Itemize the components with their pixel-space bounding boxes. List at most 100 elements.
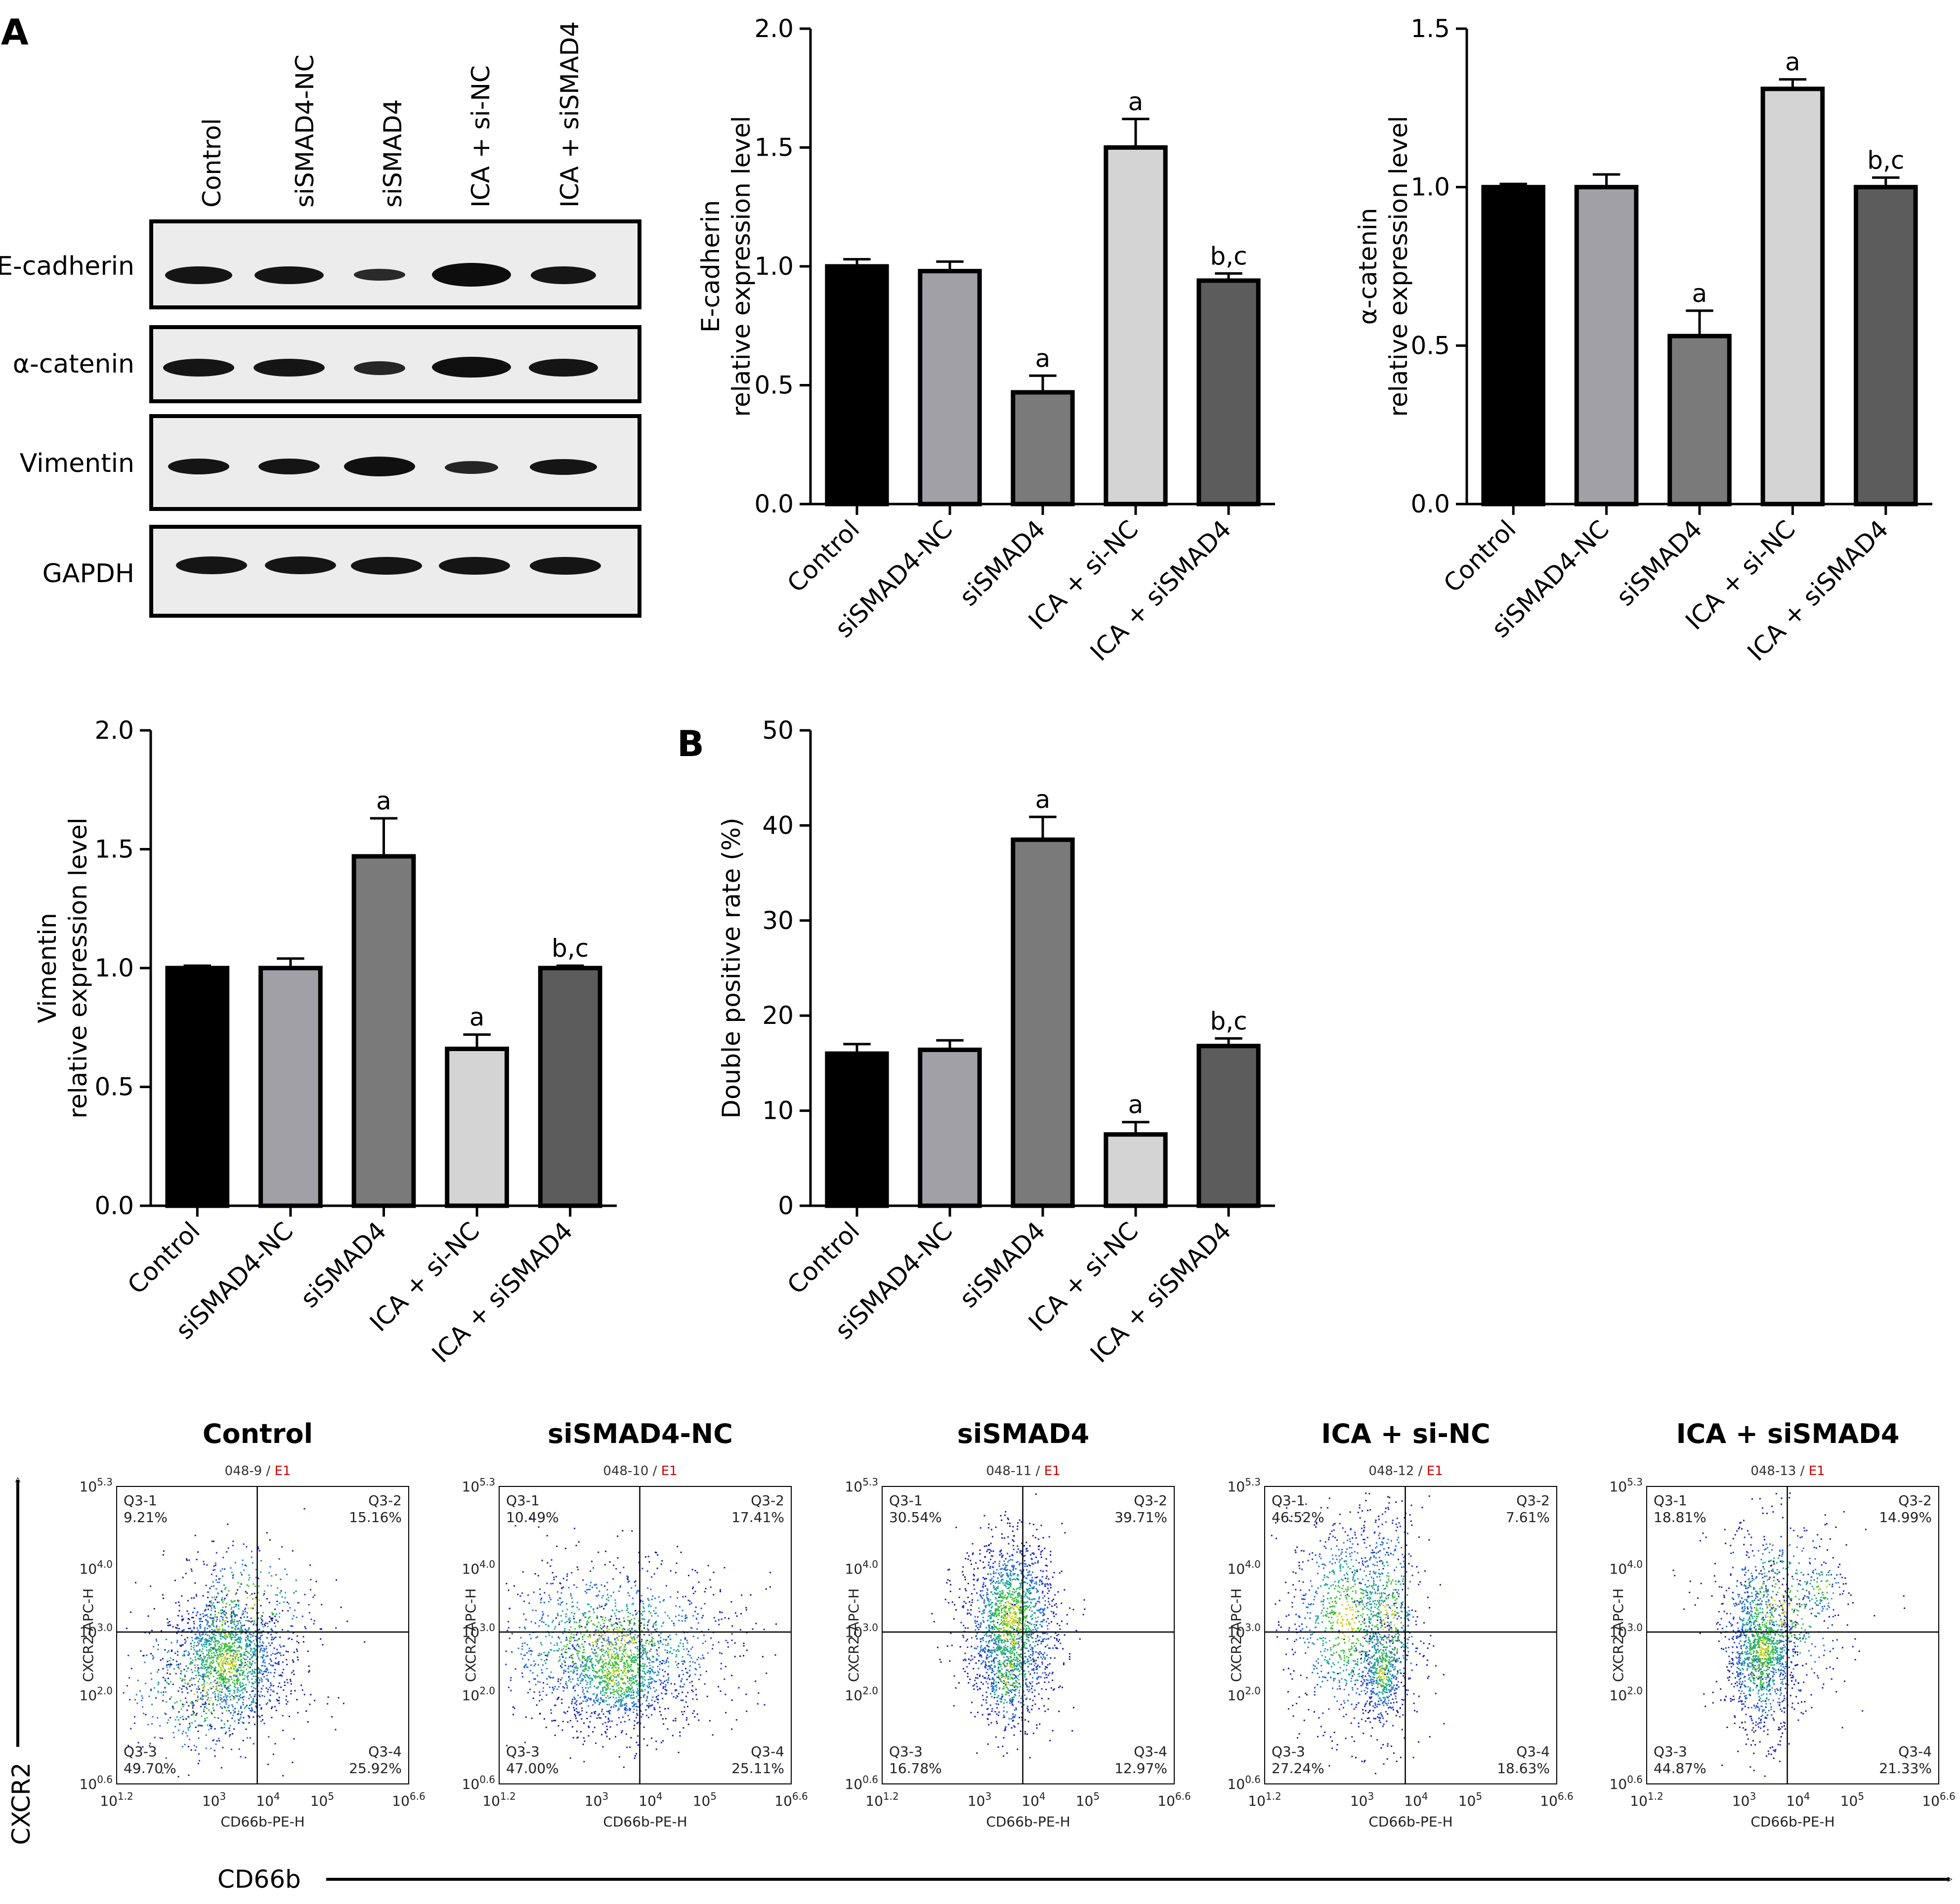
flow-event	[539, 1691, 541, 1693]
flow-event	[240, 1638, 242, 1640]
flow-event	[274, 1625, 276, 1627]
flow-event	[587, 1656, 589, 1658]
flow-event	[189, 1725, 191, 1727]
flow-event	[194, 1582, 196, 1584]
flow-event	[678, 1692, 680, 1694]
flow-event	[218, 1677, 220, 1679]
flow-event	[155, 1639, 157, 1641]
flow-event	[612, 1644, 614, 1646]
flow-event	[603, 1639, 605, 1641]
flow-event	[1018, 1620, 1020, 1622]
flow-event	[590, 1677, 592, 1679]
flow-event	[229, 1651, 231, 1653]
flow-event	[220, 1675, 222, 1677]
flow-event	[561, 1702, 563, 1704]
flow-event	[622, 1649, 624, 1650]
flow-event	[251, 1608, 253, 1609]
flow-event	[197, 1763, 199, 1765]
flow-event	[523, 1654, 525, 1656]
flow-event	[648, 1634, 650, 1636]
y-axis-title-line: relative expression level	[727, 116, 756, 417]
lane-label-sismad4: siSMAD4	[379, 99, 407, 208]
flow-event	[698, 1719, 700, 1721]
flow-plot-title: siSMAD4	[957, 1418, 1089, 1449]
flow-event	[1006, 1565, 1008, 1566]
flow-event	[628, 1628, 630, 1630]
flow-event	[224, 1614, 226, 1616]
flow-event	[694, 1610, 696, 1612]
flow-event	[606, 1627, 608, 1629]
flow-event	[221, 1665, 223, 1667]
flow-event	[228, 1645, 230, 1647]
flow-event	[170, 1642, 172, 1644]
flow-event	[236, 1654, 238, 1656]
flow-event	[642, 1678, 644, 1680]
flow-event	[714, 1617, 715, 1619]
flow-event	[336, 1579, 338, 1581]
flow-event	[765, 1588, 767, 1590]
flow-event	[590, 1660, 592, 1662]
flow-event	[603, 1663, 605, 1665]
flow-event	[616, 1622, 618, 1624]
flow-event	[702, 1656, 704, 1658]
flow-event	[641, 1658, 643, 1660]
flow-event	[276, 1601, 278, 1603]
flow-event	[628, 1656, 630, 1658]
flow-event	[624, 1704, 626, 1706]
flow-event	[541, 1672, 543, 1674]
flow-event	[583, 1651, 585, 1653]
flow-event	[172, 1708, 174, 1710]
flow-event	[630, 1654, 632, 1656]
flow-event	[554, 1720, 556, 1722]
flow-event	[220, 1694, 222, 1696]
flow-event	[595, 1640, 597, 1641]
flow-event	[213, 1597, 215, 1599]
flow-event	[251, 1656, 253, 1658]
flow-event	[130, 1668, 132, 1669]
flow-event	[228, 1710, 230, 1712]
flow-event	[635, 1755, 636, 1757]
flow-event	[205, 1638, 207, 1640]
flow-event	[227, 1690, 229, 1692]
flow-event	[1026, 1590, 1028, 1592]
flow-event	[605, 1676, 607, 1678]
flow-event	[735, 1719, 737, 1721]
flow-event	[574, 1628, 576, 1630]
bar-4	[445, 1047, 509, 1208]
flow-event	[1083, 1599, 1085, 1601]
flow-event	[592, 1642, 594, 1644]
tick-exponent: 0.6	[97, 1774, 113, 1785]
flow-event	[624, 1655, 625, 1657]
flow-event	[236, 1614, 238, 1616]
flow-event	[250, 1636, 252, 1638]
flow-event	[588, 1604, 590, 1606]
flow-event	[637, 1663, 639, 1665]
flow-event	[721, 1662, 722, 1664]
flow-event	[623, 1635, 625, 1637]
flow-event	[241, 1629, 243, 1631]
flow-event	[612, 1678, 614, 1680]
flow-event	[610, 1664, 612, 1666]
flow-event	[616, 1700, 618, 1702]
flow-event	[577, 1652, 579, 1654]
flow-event	[181, 1635, 182, 1637]
flow-event	[190, 1661, 192, 1663]
flow-event	[608, 1712, 610, 1713]
flow-event	[211, 1607, 213, 1609]
flow-event	[625, 1635, 627, 1637]
flow-event	[252, 1683, 254, 1685]
flow-event	[225, 1682, 227, 1684]
flow-event	[610, 1615, 612, 1617]
flow-event	[610, 1656, 612, 1657]
flow-event	[272, 1753, 274, 1755]
flow-event	[734, 1655, 736, 1657]
flow-event	[634, 1725, 636, 1727]
flow-event	[280, 1590, 282, 1592]
flow-event	[607, 1643, 608, 1645]
flow-event	[283, 1689, 285, 1691]
flow-event	[640, 1641, 642, 1642]
flow-event	[637, 1688, 639, 1690]
flow-event	[603, 1694, 605, 1696]
flow-event	[209, 1625, 211, 1627]
flow-event	[210, 1682, 212, 1684]
